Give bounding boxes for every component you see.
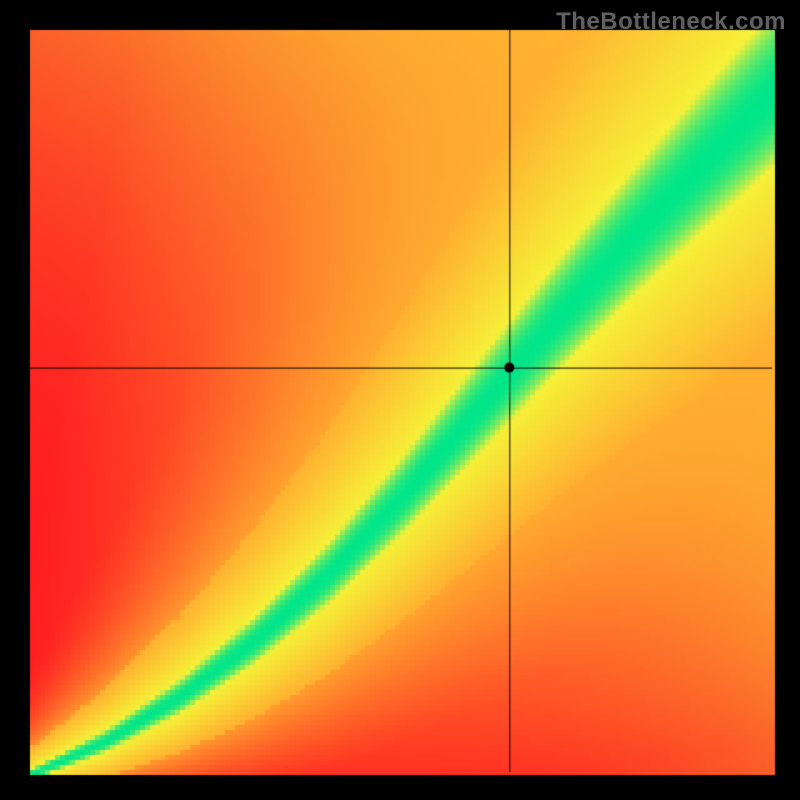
chart-container: TheBottleneck.com [0, 0, 800, 800]
watermark-label: TheBottleneck.com [556, 8, 786, 36]
bottleneck-heatmap [0, 0, 800, 800]
